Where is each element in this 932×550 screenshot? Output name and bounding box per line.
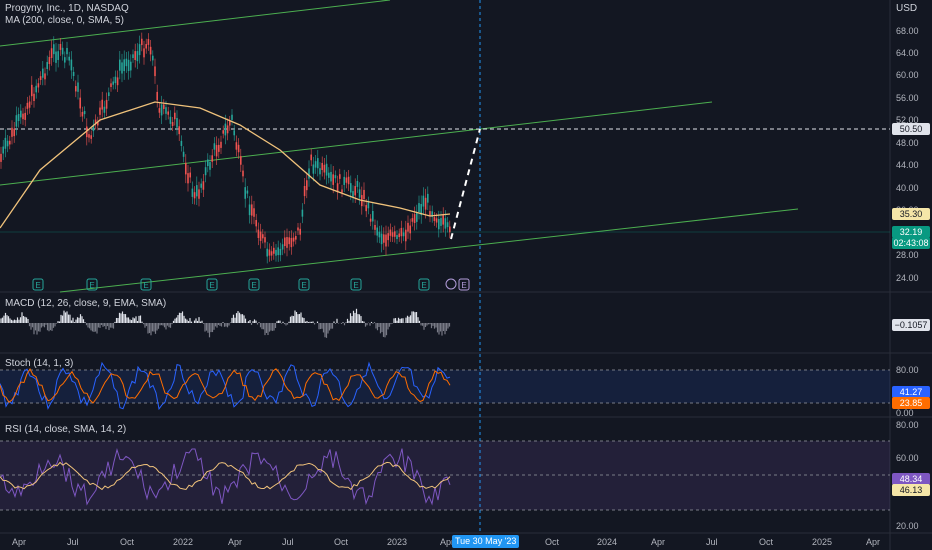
price-axis-label: 48.00 xyxy=(896,138,919,148)
time-axis-label: Apr xyxy=(651,537,666,547)
price-candles xyxy=(0,32,451,264)
earnings-marker-label: E xyxy=(461,281,466,290)
earnings-marker[interactable]: E xyxy=(86,278,98,291)
time-axis-label: 2024 xyxy=(597,537,618,547)
time-axis-label: Jul xyxy=(67,537,79,547)
earnings-marker[interactable]: E xyxy=(418,278,430,291)
price-axis-label: 44.00 xyxy=(896,160,919,170)
stoch-d-tag: 23.85 xyxy=(892,397,930,409)
time-axis-label: Apr xyxy=(866,537,881,547)
earnings-marker-label: E xyxy=(89,281,94,290)
last-price-tag: 32.19 xyxy=(892,226,930,238)
price-axis-label: 52.00 xyxy=(896,115,919,125)
rsi-axis-20: 20.00 xyxy=(896,521,919,531)
time-axis-label: Apr xyxy=(228,537,243,547)
time-axis-label: Apr xyxy=(12,537,27,547)
earnings-marker[interactable]: E xyxy=(248,278,260,291)
rsi-value-tag: 48.34 xyxy=(892,473,930,485)
time-axis-label: Jul xyxy=(706,537,718,547)
crosshair-date-label: Tue 30 May '23 xyxy=(452,535,520,548)
earnings-marker[interactable]: E xyxy=(458,278,470,291)
stoch-k-line xyxy=(0,361,451,411)
macd-legend[interactable]: MACD (12, 26, close, 9, EMA, SMA) xyxy=(5,298,167,309)
macd-histogram xyxy=(0,308,451,338)
earnings-marker-label: E xyxy=(301,281,306,290)
symbol-title[interactable]: Progyny, Inc., 1D, NASDAQ xyxy=(5,3,129,14)
earnings-marker[interactable]: E xyxy=(298,278,310,291)
earnings-marker-label: E xyxy=(35,281,40,290)
stoch-legend[interactable]: Stoch (14, 1, 3) xyxy=(5,358,74,369)
time-axis-label: Jul xyxy=(282,537,294,547)
rsi-legend[interactable]: RSI (14, close, SMA, 14, 2) xyxy=(5,424,127,435)
channel-lower-line[interactable] xyxy=(59,208,799,293)
dividend-marker[interactable] xyxy=(445,278,457,290)
earnings-marker[interactable]: E xyxy=(206,278,218,291)
price-axis-label: 60.00 xyxy=(896,70,919,80)
rsi-line xyxy=(0,447,451,506)
price-axis-label: 56.00 xyxy=(896,93,919,103)
price-axis-label: 24.00 xyxy=(896,273,919,283)
price-axis-label: 28.00 xyxy=(896,250,919,260)
price-axis-label: 40.00 xyxy=(896,183,919,193)
channel-upper-line[interactable] xyxy=(0,0,391,47)
rsi-ma-tag: 46.13 xyxy=(892,484,930,496)
earnings-marker-label: E xyxy=(421,281,426,290)
rsi-axis-80: 80.00 xyxy=(896,420,919,430)
time-axis-label: 2025 xyxy=(812,537,833,547)
projection-arrow[interactable] xyxy=(450,128,481,240)
currency-label: USD xyxy=(896,3,918,14)
earnings-marker-label: E xyxy=(209,281,214,290)
ma-legend[interactable]: MA (200, close, 0, SMA, 5) xyxy=(5,15,124,26)
target-price-tag: 50.50 xyxy=(892,123,930,135)
earnings-marker-label: E xyxy=(353,281,358,290)
ma-price-tag: 35.30 xyxy=(892,208,930,220)
moving-average-line xyxy=(0,101,451,229)
earnings-marker-label: E xyxy=(251,281,256,290)
stoch-k-tag: 41.27 xyxy=(892,386,930,398)
time-axis-label: Oct xyxy=(334,537,349,547)
channel-middle-line[interactable] xyxy=(0,101,713,186)
time-axis-label: Oct xyxy=(120,537,135,547)
stoch-axis-80: 80.00 xyxy=(896,365,919,375)
time-axis-label: Apr xyxy=(440,537,455,547)
price-axis-label: 64.00 xyxy=(896,48,919,58)
stoch-d-line xyxy=(0,367,451,404)
price-axis-label: 68.00 xyxy=(896,26,919,36)
earnings-marker[interactable]: E xyxy=(140,278,152,291)
time-axis-label: 2023 xyxy=(387,537,408,547)
rsi-ma-line xyxy=(0,461,451,491)
earnings-marker-label: E xyxy=(143,281,148,290)
macd-value-tag: −0.1057 xyxy=(892,319,930,331)
time-axis-label: Oct xyxy=(545,537,560,547)
countdown-tag: 02:43:08 xyxy=(892,237,930,249)
earnings-marker[interactable]: E xyxy=(350,278,362,291)
time-axis-label: 2022 xyxy=(173,537,194,547)
earnings-marker[interactable]: E xyxy=(32,278,44,291)
rsi-axis-60: 60.00 xyxy=(896,453,919,463)
time-axis-label: Oct xyxy=(759,537,774,547)
stoch-axis-0: 0.00 xyxy=(896,408,914,418)
